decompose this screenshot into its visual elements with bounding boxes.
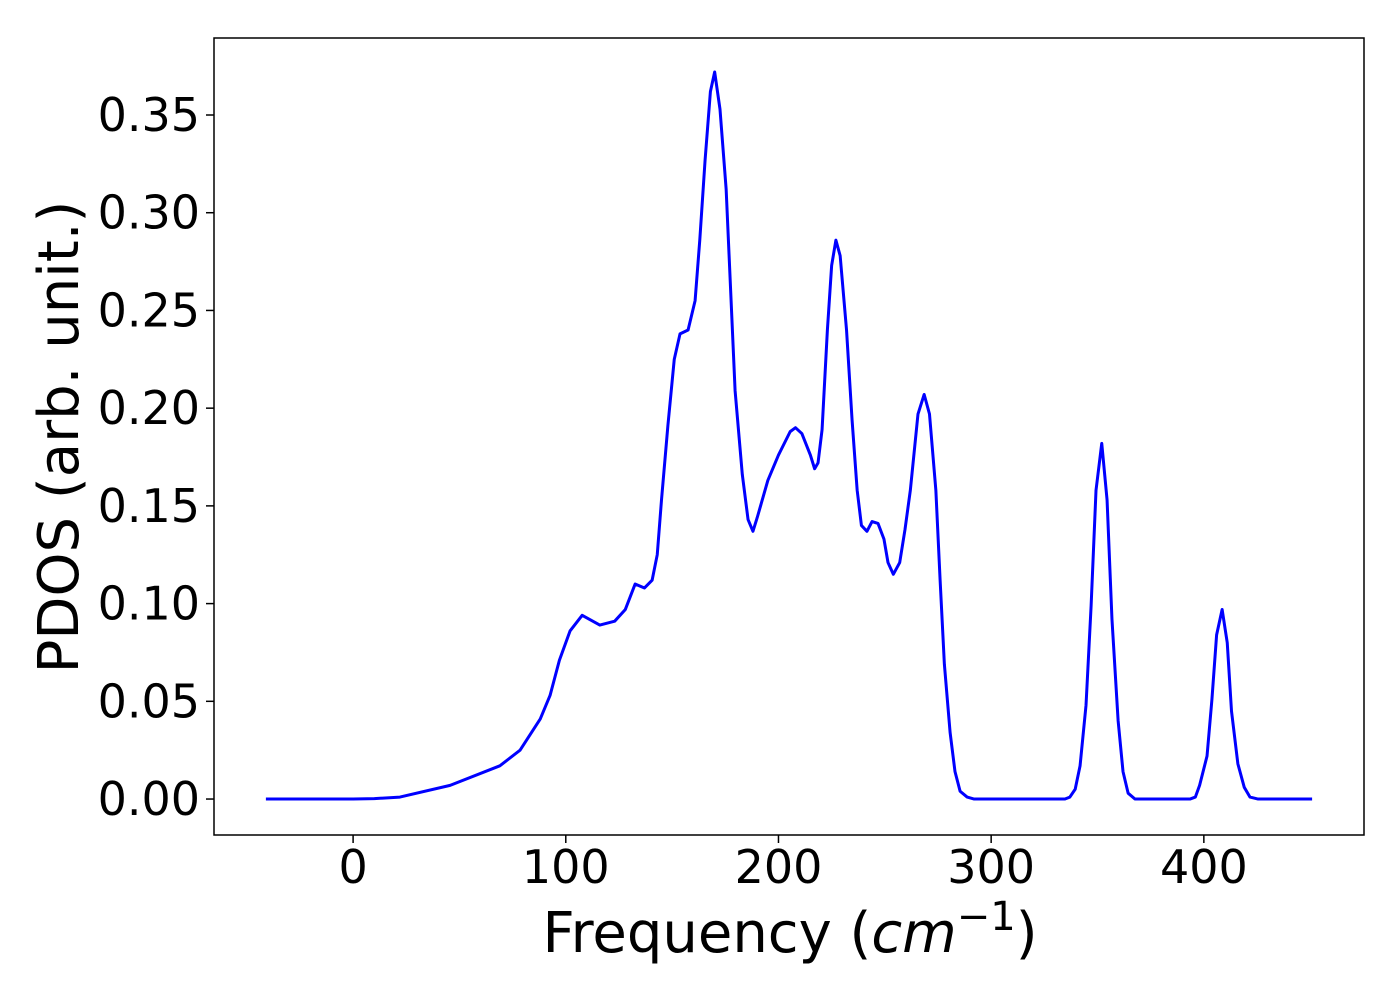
x-label-unit: cm (871, 901, 956, 966)
x-axis-label: Frequency (cm−1) (542, 894, 1037, 966)
y-axis-label: PDOS (arb. unit.) (27, 201, 92, 674)
x-tick-label: 400 (1160, 840, 1248, 894)
y-tick-label: 0.30 (98, 186, 200, 240)
x-tick-label: 0 (338, 840, 367, 894)
x-tick-label: 300 (947, 840, 1035, 894)
y-tick-label: 0.25 (98, 283, 200, 337)
y-tick-label: 0.15 (98, 479, 200, 533)
y-tick-label: 0.10 (98, 577, 200, 631)
y-tick-label: 0.35 (98, 88, 200, 142)
x-tick-label: 100 (522, 840, 610, 894)
x-tick-label: 200 (735, 840, 823, 894)
y-tick-label: 0.00 (98, 772, 200, 826)
plot-frame (213, 37, 1365, 836)
x-label-suffix: ) (1016, 901, 1038, 966)
x-label-prefix: Frequency ( (542, 901, 871, 966)
pdos-line (265, 70, 1313, 801)
x-label-exponent: −1 (957, 894, 1016, 940)
y-tick-label: 0.20 (98, 381, 200, 435)
y-tick-label: 0.05 (98, 674, 200, 728)
